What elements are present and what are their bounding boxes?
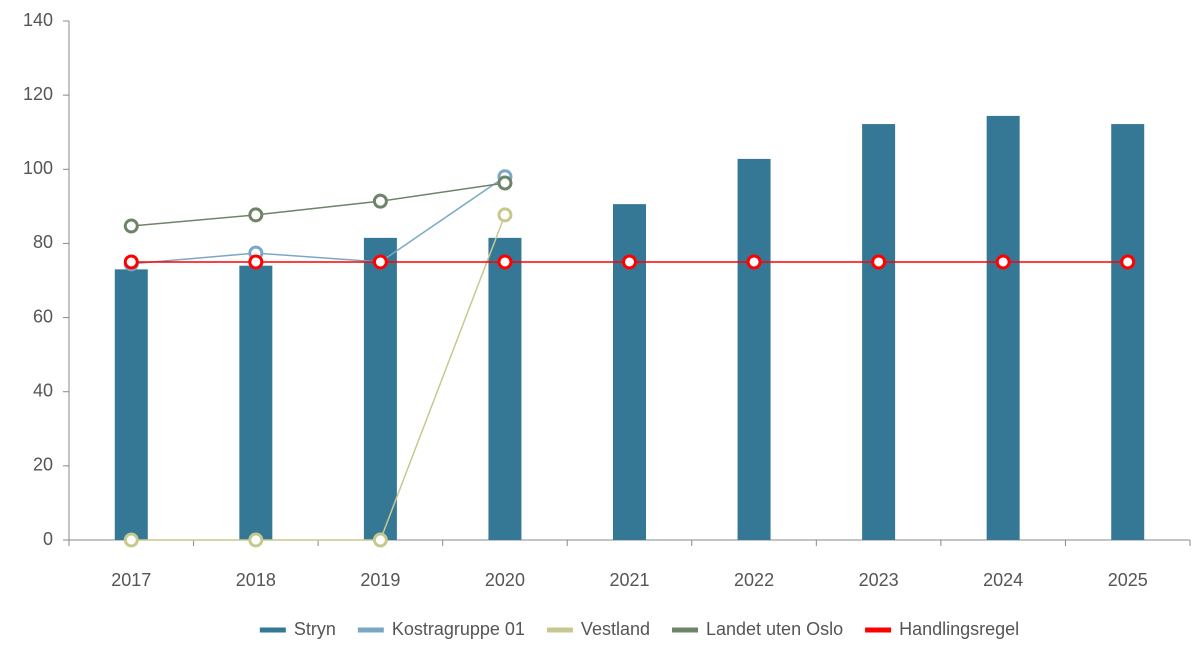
x-tick-label: 2025 [1108,570,1148,590]
marker [123,532,139,548]
marker [497,207,513,223]
x-tick-label: 2017 [111,570,151,590]
marker [372,254,388,270]
line [131,176,506,265]
y-tick-label: 80 [33,232,53,252]
y-tick-label: 140 [23,10,53,30]
y-tick-label: 100 [23,158,53,178]
line [131,214,506,541]
x-tick-label: 2018 [236,570,276,590]
bar [986,115,1020,540]
marker [995,254,1011,270]
bar [363,237,397,540]
marker [123,218,139,234]
marker [248,207,264,223]
marker [497,175,513,191]
bar [1111,124,1145,541]
y-tick-label: 60 [33,306,53,326]
bar [239,265,273,540]
marker [372,532,388,548]
marker [372,193,388,209]
bar [488,237,522,540]
bar [114,269,148,540]
legend: Stryn Kostragruppe 01 Vestland Landet uten … [259,619,1019,639]
x-tick-label: 2021 [609,570,649,590]
y-tick-label: 120 [23,84,53,104]
marker [123,254,139,270]
marker [871,254,887,270]
legend-label: Landet uten Oslo [706,619,843,639]
bar [862,124,896,541]
bar [737,158,771,541]
y-tick-label: 40 [33,380,53,400]
legend-label: Vestland [581,619,650,639]
legend-label: Kostragruppe 01 [392,619,525,639]
y-tick-label: 0 [43,529,53,549]
x-tick-label: 2022 [734,570,774,590]
y-tick-label: 20 [33,455,53,475]
marker [622,254,637,270]
marker [248,532,264,548]
marker [1120,254,1136,270]
x-tick-label: 2019 [360,570,400,590]
marker [746,254,762,270]
legend-label: Stryn [294,619,336,639]
marker [497,254,513,270]
legend-label: Handlingsregel [899,619,1019,639]
x-tick-label: 2023 [859,570,899,590]
line [131,182,506,227]
x-tick-label: 2020 [485,570,525,590]
x-tick-label: 2024 [983,570,1023,590]
marker [248,254,264,270]
